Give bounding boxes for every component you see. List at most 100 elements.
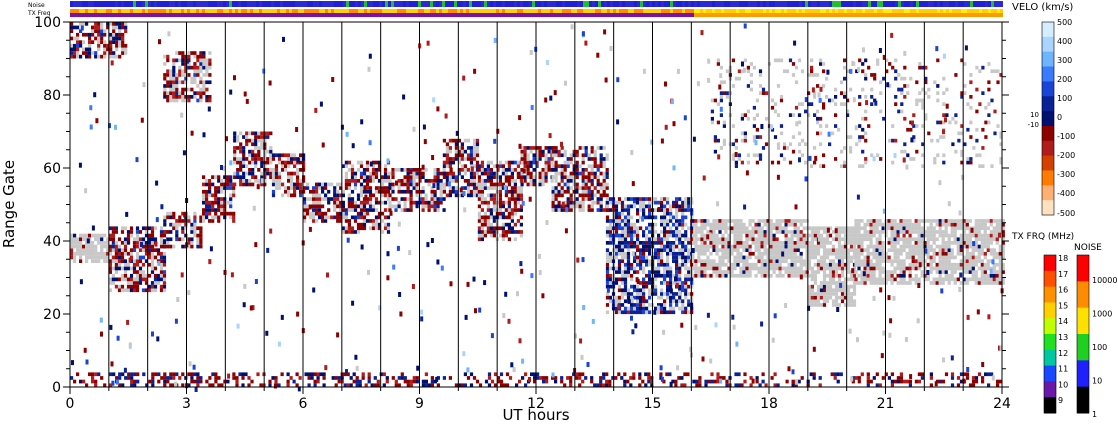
echo-cell	[439, 193, 443, 198]
echo-cell	[129, 266, 134, 271]
echo-cell	[344, 164, 348, 168]
echo-cell	[507, 200, 511, 205]
echo-cell	[365, 189, 370, 194]
echo-cell	[617, 233, 622, 238]
noise-strip-cell	[433, 1, 436, 7]
echo-cell	[802, 219, 806, 223]
noise-strip-cell	[409, 1, 412, 7]
noise-strip-cell	[424, 1, 427, 7]
echo-cell	[857, 259, 861, 263]
echo-cell	[166, 230, 170, 234]
echo-cell	[893, 244, 897, 249]
echo-cell	[365, 219, 370, 223]
echo-cell	[887, 259, 891, 263]
echo-cell	[989, 230, 993, 234]
echo-cell	[766, 222, 770, 227]
echo-cell	[669, 299, 673, 304]
noise-strip-cell	[772, 1, 775, 7]
echo-cell	[681, 299, 685, 304]
echo-cell	[333, 193, 337, 198]
echo-cell	[623, 215, 628, 220]
echo-cell	[938, 219, 942, 223]
echo-cell	[660, 288, 664, 293]
echo-cell	[787, 230, 791, 234]
echo-cell	[666, 241, 670, 245]
echo-cell	[630, 277, 634, 282]
freq-strip-cell	[955, 9, 958, 13]
echo-cell	[935, 230, 939, 234]
echo-cell	[492, 208, 496, 212]
echo-cell	[781, 259, 785, 263]
echo-cell	[541, 153, 545, 158]
echo-cell	[712, 270, 716, 274]
echo-cell	[299, 160, 303, 165]
echo-cell	[523, 149, 527, 154]
echo-cell	[623, 310, 628, 315]
echo-cell	[91, 251, 95, 256]
echo-cell	[971, 248, 975, 252]
echo-cell	[831, 248, 836, 252]
echo-cell	[513, 179, 517, 183]
echo-cell	[596, 189, 600, 194]
echo-cell	[318, 211, 322, 216]
echo-cell	[489, 182, 493, 187]
echo-cell	[162, 281, 167, 285]
echo-cell	[828, 270, 833, 274]
echo-cell	[763, 244, 767, 249]
echo-cell	[700, 248, 704, 252]
echo-cell	[678, 288, 682, 293]
echo-cell	[807, 292, 811, 296]
echo-cell	[302, 189, 306, 194]
echo-cell	[736, 241, 740, 245]
echo-cell	[111, 226, 115, 231]
echo-cell	[406, 179, 410, 183]
echo-cell	[397, 204, 401, 209]
echo-cell	[472, 142, 477, 147]
freq-strip-cell	[346, 13, 349, 17]
echo-cell	[242, 135, 246, 139]
echo-cell	[248, 168, 252, 172]
echo-cell	[769, 237, 773, 242]
echo-cell	[983, 237, 987, 242]
echo-cell	[129, 251, 134, 256]
echo-cell	[605, 310, 610, 315]
echo-cell	[424, 200, 428, 205]
echo-cell	[489, 179, 493, 183]
echo-cell	[766, 233, 770, 238]
noise-strip-cell	[259, 1, 262, 7]
echo-cell	[560, 208, 564, 212]
echo-cell	[504, 200, 508, 205]
echo-cell	[816, 233, 821, 238]
echo-cell	[538, 182, 542, 187]
echo-cell	[751, 233, 755, 238]
echo-cell	[263, 135, 267, 139]
echo-cell	[516, 219, 520, 223]
echo-cell	[538, 171, 542, 176]
echo-cell	[866, 248, 870, 252]
freq-strip-cell	[370, 13, 373, 17]
echo-cell	[687, 197, 691, 201]
noise-strip-cell	[853, 1, 856, 7]
freq-strip-cell	[139, 9, 142, 13]
echo-cell	[790, 270, 794, 274]
echo-cell	[123, 273, 128, 278]
echo-cell	[666, 248, 670, 252]
echo-cell	[852, 292, 857, 296]
echo-cell	[819, 284, 824, 289]
echo-cell	[133, 383, 137, 388]
freq-strip-cell	[763, 13, 766, 17]
echo-cell	[620, 248, 625, 252]
echo-cell	[712, 233, 716, 238]
freq-strip-cell	[820, 9, 823, 13]
noise-strip-cell	[325, 1, 328, 7]
freq-strip-cell	[385, 13, 388, 17]
echo-cell	[448, 157, 452, 161]
echo-cell	[944, 244, 948, 249]
echo-cell	[380, 189, 385, 194]
echo-cell	[950, 273, 954, 278]
echo-cell	[703, 266, 707, 271]
freq-strip-cell	[826, 13, 829, 17]
echo-cell	[590, 179, 594, 183]
freq-strip-cell	[895, 13, 898, 17]
echo-cell	[430, 204, 434, 209]
